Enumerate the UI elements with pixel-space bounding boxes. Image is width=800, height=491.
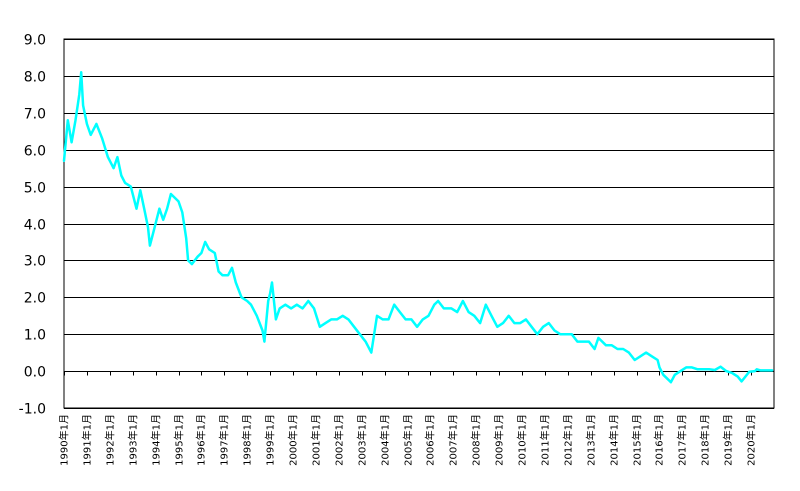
y-tick-label: 9.0 bbox=[24, 33, 46, 49]
x-tick-label: 1993年1月 bbox=[127, 414, 140, 466]
y-tick-label: 4.0 bbox=[24, 218, 46, 234]
plot-border bbox=[63, 38, 775, 409]
x-tick-label: 2002年1月 bbox=[333, 414, 346, 466]
x-tick-label: 2014年1月 bbox=[608, 414, 621, 466]
y-tick-label: 1.0 bbox=[24, 328, 46, 344]
x-tick-label: 1998年1月 bbox=[241, 414, 254, 466]
x-tick-label: 1997年1月 bbox=[218, 414, 231, 466]
x-tick-label: 1990年1月 bbox=[58, 414, 71, 466]
series-line-0 bbox=[62, 70, 774, 384]
x-tick-label: 2009年1月 bbox=[493, 414, 506, 466]
x-tick-label: 2007年1月 bbox=[447, 414, 460, 466]
y-tick-label: 8.0 bbox=[24, 70, 46, 86]
x-tick-label: 2017年1月 bbox=[676, 414, 689, 466]
x-tick-label: 2012年1月 bbox=[562, 414, 575, 466]
x-tick-label: 2011年1月 bbox=[539, 414, 552, 466]
y-tick-label: 2.0 bbox=[24, 291, 46, 307]
y-tick-label: 7.0 bbox=[24, 107, 46, 123]
plot-area bbox=[63, 38, 775, 409]
x-tick-label: 2018年1月 bbox=[699, 414, 712, 466]
x-tick-label: 2016年1月 bbox=[653, 414, 666, 466]
x-tick-label: 1992年1月 bbox=[104, 414, 117, 466]
x-tick-label: 2004年1月 bbox=[379, 414, 392, 466]
x-tick-label: 2000年1月 bbox=[287, 414, 300, 466]
x-tick-label: 2015年1月 bbox=[631, 414, 644, 466]
x-tick-label: 2020年1月 bbox=[745, 414, 758, 466]
x-tick-label: 1994年1月 bbox=[150, 414, 163, 466]
x-tick-label: 1996年1月 bbox=[195, 414, 208, 466]
x-tick-label: 2013年1月 bbox=[585, 414, 598, 466]
x-tick-label: 2001年1月 bbox=[310, 414, 323, 466]
x-tick-label: 2005年1月 bbox=[402, 414, 415, 466]
x-tick-label: 1991年1月 bbox=[81, 414, 94, 466]
x-tick-label: 2003年1月 bbox=[356, 414, 369, 466]
x-tick-label: 2019年1月 bbox=[722, 414, 735, 466]
x-tick-label: 2010年1月 bbox=[516, 414, 529, 466]
y-tick-label: 0.0 bbox=[24, 365, 46, 381]
y-tick-label: -1.0 bbox=[19, 402, 46, 418]
y-tick-label: 6.0 bbox=[24, 144, 46, 160]
y-tick-label: 5.0 bbox=[24, 181, 46, 197]
y-axis: -1.0 0.0 1.0 2.0 3.0 4.0 5.0 6.0 7.0 8.0 9.0 bbox=[19, 33, 46, 418]
x-tick-label: 2006年1月 bbox=[424, 414, 437, 466]
y-tick-label: 3.0 bbox=[24, 254, 46, 270]
x-axis: 1990年1月 1991年1月 1992年1月 1993年1月 1994年1月 1995年… bbox=[58, 371, 774, 466]
x-tick-label: 1999年1月 bbox=[264, 414, 277, 466]
x-tick-label: 2008年1月 bbox=[470, 414, 483, 466]
x-tick-label: 1995年1月 bbox=[173, 414, 186, 466]
series-layer bbox=[62, 70, 774, 384]
